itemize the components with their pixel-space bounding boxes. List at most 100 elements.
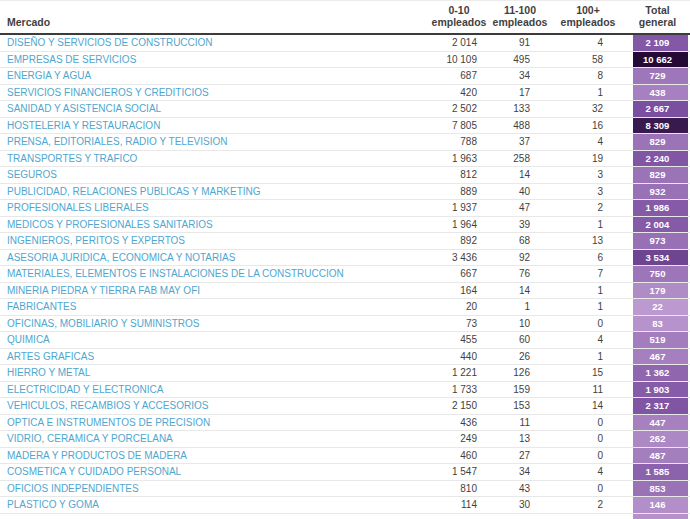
emp-11-100-cell[interactable]: 133 bbox=[488, 101, 552, 117]
emp-100-plus-cell[interactable]: 1 bbox=[552, 299, 624, 315]
total-cell[interactable]: 1 585 bbox=[633, 464, 688, 480]
table-row[interactable]: SEGUROS812143829 bbox=[0, 167, 690, 184]
emp-0-10-cell[interactable]: 1 221 bbox=[430, 365, 488, 381]
table-row[interactable]: MEDICOS Y PROFESIONALES SANITARIOS1 9643… bbox=[0, 217, 690, 234]
emp-100-plus-cell[interactable]: 4 bbox=[552, 464, 624, 480]
emp-0-10-cell[interactable]: 114 bbox=[430, 497, 488, 513]
market-cell[interactable]: DISEÑO Y SERVICIOS DE CONSTRUCCION bbox=[0, 35, 430, 51]
emp-0-10-cell[interactable]: 455 bbox=[430, 332, 488, 348]
emp-11-100-cell[interactable]: 17 bbox=[488, 85, 552, 101]
emp-0-10-cell[interactable]: 10 109 bbox=[430, 52, 488, 68]
emp-0-10-cell[interactable]: 1 937 bbox=[430, 200, 488, 216]
emp-11-100-cell[interactable]: 488 bbox=[488, 118, 552, 134]
emp-11-100-cell[interactable]: 495 bbox=[488, 52, 552, 68]
emp-11-100-cell[interactable]: 92 bbox=[488, 250, 552, 266]
emp-11-100-cell[interactable]: 14 bbox=[488, 283, 552, 299]
market-cell[interactable]: ARTES GRAFICAS bbox=[0, 349, 430, 365]
table-row[interactable]: HOSTELERIA Y RESTAURACION7 805488168 309 bbox=[0, 118, 690, 135]
emp-0-10-cell[interactable]: 1 963 bbox=[430, 151, 488, 167]
emp-11-100-cell[interactable]: 27 bbox=[488, 448, 552, 464]
emp-0-10-cell[interactable]: 810 bbox=[430, 481, 488, 497]
total-cell[interactable]: 3 534 bbox=[633, 250, 688, 266]
emp-11-100-cell[interactable]: 10 bbox=[488, 316, 552, 332]
market-cell[interactable]: HIERRO Y METAL bbox=[0, 365, 430, 381]
total-cell[interactable]: 2 004 bbox=[633, 217, 688, 233]
emp-100-plus-cell[interactable]: 0 bbox=[552, 415, 624, 431]
total-cell[interactable]: 1 362 bbox=[633, 365, 688, 381]
emp-0-10-cell[interactable]: 687 bbox=[430, 68, 488, 84]
emp-0-10-cell[interactable]: 460 bbox=[430, 448, 488, 464]
market-cell[interactable]: PLASTICO Y GOMA bbox=[0, 497, 430, 513]
emp-11-100-cell[interactable]: 34 bbox=[488, 68, 552, 84]
emp-0-10-cell[interactable]: 667 bbox=[430, 266, 488, 282]
emp-100-plus-cell[interactable]: 16 bbox=[552, 118, 624, 134]
emp-0-10-cell[interactable]: 420 bbox=[430, 85, 488, 101]
table-row[interactable]: INGENIEROS, PERITOS Y EXPERTOS8926813973 bbox=[0, 233, 690, 250]
emp-11-100-cell[interactable]: 258 bbox=[488, 151, 552, 167]
emp-0-10-cell[interactable]: 249 bbox=[430, 431, 488, 447]
table-row[interactable]: VIDRIO, CERAMICA Y PORCELANA249130262 bbox=[0, 431, 690, 448]
table-row[interactable]: EMPRESAS DE SERVICIOS10 1094955810 662 bbox=[0, 52, 690, 69]
table-row[interactable]: MINERIA PIEDRA Y TIERRA FAB MAY OFI16414… bbox=[0, 283, 690, 300]
market-cell[interactable]: ASESORIA JURIDICA, ECONOMICA Y NOTARIAS bbox=[0, 250, 430, 266]
market-cell[interactable]: SERVICIOS FINANCIEROS Y CREDITICIOS bbox=[0, 85, 430, 101]
total-cell[interactable]: 2 109 bbox=[633, 35, 688, 51]
emp-0-10-cell[interactable]: 2 014 bbox=[430, 35, 488, 51]
emp-100-plus-cell[interactable]: 3 bbox=[552, 184, 624, 200]
emp-11-100-cell[interactable]: 14 bbox=[488, 167, 552, 183]
table-row[interactable]: VEHICULOS, RECAMBIOS Y ACCESORIOS2 15015… bbox=[0, 398, 690, 415]
total-cell[interactable]: 2 240 bbox=[633, 151, 688, 167]
total-cell[interactable]: 750 bbox=[633, 266, 688, 282]
emp-11-100-cell[interactable]: 34 bbox=[488, 464, 552, 480]
table-row[interactable]: ARTES GRAFICAS440261467 bbox=[0, 349, 690, 366]
emp-11-100-cell[interactable]: 60 bbox=[488, 332, 552, 348]
total-cell[interactable]: 853 bbox=[633, 481, 688, 497]
emp-100-plus-cell[interactable]: 0 bbox=[552, 448, 624, 464]
emp-0-10-cell[interactable]: 20 bbox=[430, 299, 488, 315]
table-row[interactable]: OPTICA E INSTRUMENTOS DE PRECISION436110… bbox=[0, 415, 690, 432]
table-row[interactable]: OFICIOS INDEPENDIENTES810430853 bbox=[0, 481, 690, 498]
market-cell[interactable]: QUIMICA bbox=[0, 332, 430, 348]
emp-11-100-cell[interactable]: 40 bbox=[488, 184, 552, 200]
table-row[interactable]: ASESORIA JURIDICA, ECONOMICA Y NOTARIAS3… bbox=[0, 250, 690, 267]
market-cell[interactable]: PRENSA, EDITORIALES, RADIO Y TELEVISION bbox=[0, 134, 430, 150]
emp-100-plus-cell[interactable]: 32 bbox=[552, 101, 624, 117]
table-row[interactable]: MATERIALES, ELEMENTOS E INSTALACIONES DE… bbox=[0, 266, 690, 283]
emp-100-plus-cell[interactable]: 4 bbox=[552, 35, 624, 51]
table-row[interactable]: PLASTICO Y GOMA114302146 bbox=[0, 497, 690, 514]
market-cell[interactable]: FABRICANTES bbox=[0, 299, 430, 315]
total-cell[interactable]: 519 bbox=[633, 332, 688, 348]
emp-11-100-cell[interactable]: 39 bbox=[488, 217, 552, 233]
market-cell[interactable]: MEDICOS Y PROFESIONALES SANITARIOS bbox=[0, 217, 430, 233]
emp-100-plus-cell[interactable]: 58 bbox=[552, 52, 624, 68]
emp-0-10-cell[interactable]: 1 733 bbox=[430, 382, 488, 398]
table-row[interactable]: SANIDAD Y ASISTENCIA SOCIAL2 502133322 6… bbox=[0, 101, 690, 118]
table-row[interactable]: DISEÑO Y SERVICIOS DE CONSTRUCCION2 0149… bbox=[0, 35, 690, 52]
emp-11-100-cell[interactable]: 13 bbox=[488, 431, 552, 447]
total-cell[interactable]: 447 bbox=[633, 415, 688, 431]
market-cell[interactable]: OFICINAS, MOBILIARIO Y SUMINISTROS bbox=[0, 316, 430, 332]
total-cell[interactable]: 146 bbox=[633, 497, 688, 513]
emp-100-plus-cell[interactable]: 1 bbox=[552, 85, 624, 101]
emp-0-10-cell[interactable]: 2 502 bbox=[430, 101, 488, 117]
emp-11-100-cell[interactable]: 91 bbox=[488, 35, 552, 51]
table-row[interactable]: PRENSA, EDITORIALES, RADIO Y TELEVISION7… bbox=[0, 134, 690, 151]
market-cell[interactable]: ENERGIA Y AGUA bbox=[0, 68, 430, 84]
table-row[interactable]: SERVICIOS FINANCIEROS Y CREDITICIOS42017… bbox=[0, 85, 690, 102]
emp-0-10-cell[interactable]: 164 bbox=[430, 283, 488, 299]
emp-100-plus-cell[interactable]: 3 bbox=[552, 167, 624, 183]
market-cell[interactable]: INGENIEROS, PERITOS Y EXPERTOS bbox=[0, 233, 430, 249]
table-row[interactable]: COSMETICA Y CUIDADO PERSONAL1 5473441 58… bbox=[0, 464, 690, 481]
emp-100-plus-cell[interactable]: 1 bbox=[552, 283, 624, 299]
market-cell[interactable]: EMPRESAS DE SERVICIOS bbox=[0, 52, 430, 68]
table-row[interactable]: ELECTRICIDAD Y ELECTRONICA1 733159111 90… bbox=[0, 382, 690, 399]
column-header-11-100-empleados[interactable]: 11-100 empleados bbox=[488, 4, 552, 33]
table-row[interactable]: FABRICANTES201122 bbox=[0, 299, 690, 316]
emp-0-10-cell[interactable]: 1 964 bbox=[430, 217, 488, 233]
table-row[interactable]: PUBLICIDAD, RELACIONES PUBLICAS Y MARKET… bbox=[0, 184, 690, 201]
emp-11-100-cell[interactable]: 26 bbox=[488, 349, 552, 365]
emp-100-plus-cell[interactable]: 0 bbox=[552, 481, 624, 497]
emp-0-10-cell[interactable]: 3 436 bbox=[430, 250, 488, 266]
table-row[interactable]: OFICINAS, MOBILIARIO Y SUMINISTROS731008… bbox=[0, 316, 690, 333]
emp-100-plus-cell[interactable]: 13 bbox=[552, 233, 624, 249]
